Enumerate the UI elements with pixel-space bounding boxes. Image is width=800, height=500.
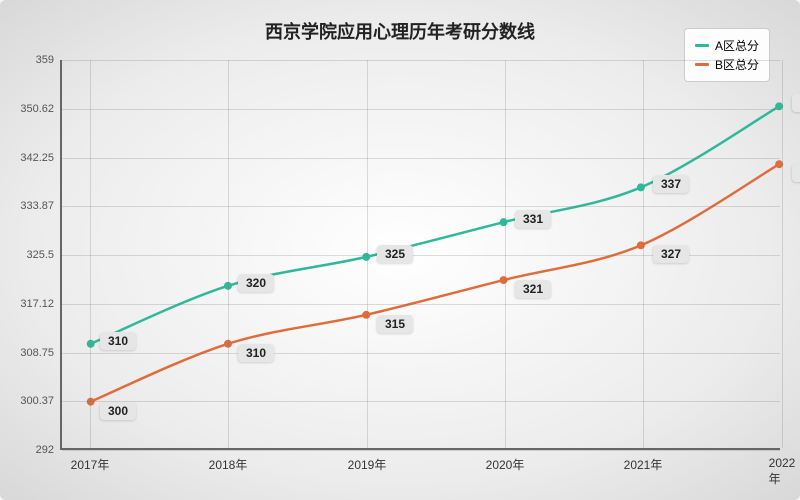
series-line <box>91 164 779 401</box>
gridline-v <box>228 60 229 448</box>
ytick-label: 300.37 <box>20 395 54 407</box>
ytick-label: 317.12 <box>20 298 54 310</box>
gridline-h <box>62 206 780 207</box>
gridline-v <box>367 60 368 448</box>
ytick-label: 342.25 <box>20 152 54 164</box>
ytick-label: 292 <box>36 444 54 456</box>
series-line <box>91 106 779 343</box>
data-label: 325 <box>377 245 413 263</box>
data-label: 351 <box>792 94 800 112</box>
xtick-label: 2022年 <box>769 456 796 487</box>
gridline-v <box>782 60 783 448</box>
data-label: 331 <box>515 210 551 228</box>
legend-item-a: A区总分 <box>695 37 759 54</box>
data-label: 310 <box>100 332 136 350</box>
ytick-label: 333.87 <box>20 200 54 212</box>
data-label: 327 <box>653 245 689 263</box>
legend-swatch-a <box>695 44 709 47</box>
ytick-label: 359 <box>36 54 54 66</box>
data-label: 320 <box>238 274 274 292</box>
series-marker <box>500 276 508 284</box>
data-label: 341 <box>792 164 800 182</box>
gridline-h <box>62 109 780 110</box>
xtick-label: 2019年 <box>348 456 387 473</box>
series-marker <box>500 218 508 226</box>
ytick-label: 325.5 <box>26 249 54 261</box>
data-label: 321 <box>515 280 551 298</box>
xtick-label: 2018年 <box>209 456 248 473</box>
gridline-v <box>505 60 506 448</box>
ytick-label: 350.62 <box>20 103 54 115</box>
legend-label-a: A区总分 <box>715 37 759 54</box>
gridline-h <box>62 450 780 451</box>
data-label: 315 <box>377 315 413 333</box>
gridline-h <box>62 60 780 61</box>
gridline-h <box>62 158 780 159</box>
gridline-v <box>90 60 91 448</box>
gridline-h <box>62 353 780 354</box>
xtick-label: 2021年 <box>624 456 663 473</box>
chart-container: 西京学院应用心理历年考研分数线 A区总分 B区总分 292300.37308.7… <box>0 0 800 500</box>
data-label: 337 <box>653 175 689 193</box>
gridline-h <box>62 304 780 305</box>
ytick-label: 308.75 <box>20 347 54 359</box>
xtick-label: 2017年 <box>71 456 110 473</box>
gridline-h <box>62 401 780 402</box>
data-label: 300 <box>100 402 136 420</box>
xtick-label: 2020年 <box>486 456 525 473</box>
data-label: 310 <box>238 344 274 362</box>
plot-area: 292300.37308.75317.12325.5333.87342.2535… <box>60 60 780 450</box>
gridline-v <box>643 60 644 448</box>
chart-title: 西京学院应用心理历年考研分数线 <box>265 18 535 44</box>
